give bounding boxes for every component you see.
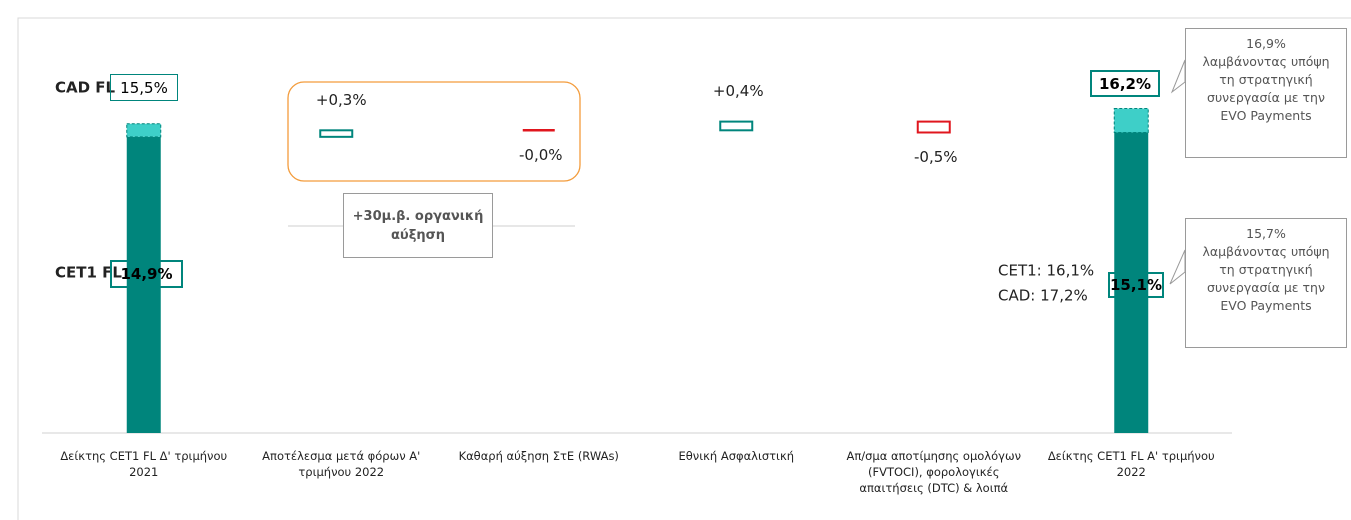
value-label: 14,9% (110, 260, 183, 288)
value-label: 15,1% (1108, 272, 1164, 298)
bar-cad (1113, 108, 1149, 133)
delta-label: -0,0% (519, 146, 563, 164)
callout: 15,7% λαμβάνοντας υπόψη τη στρατηγική συ… (1185, 218, 1347, 348)
callout-text: λαμβάνοντας υπόψη τη στρατηγική συνεργασ… (1202, 244, 1330, 313)
highlight-box (287, 81, 581, 182)
series-label: CET1 FL (55, 264, 122, 282)
annotation-box: +30μ.β. οργανική αύξηση (343, 193, 493, 258)
delta-bar (319, 129, 354, 138)
annotation: CET1: 16,1% (998, 262, 1094, 280)
delta-label: -0,5% (914, 148, 958, 166)
callout-pointer (1169, 249, 1186, 285)
x-tick-label: Αποτέλεσμα μετά φόρων Α' τριμήνου 2022 (262, 449, 421, 479)
callout-value: 16,9% (1246, 36, 1286, 51)
x-tick-label: Δείκτης CET1 FL Δ' τριμήνου 2021 (60, 449, 228, 479)
callout-text: λαμβάνοντας υπόψη τη στρατηγική συνεργασ… (1202, 54, 1330, 123)
value-label: 15,5% (110, 74, 178, 101)
x-tick-label: Απ/σμα αποτίμησης ομολόγων (FVTOCI), φορ… (846, 449, 1022, 495)
callout-value: 15,7% (1246, 226, 1286, 241)
x-tick-label: Εθνική Ασφαλιστική (678, 449, 795, 463)
annotation: CAD: 17,2% (998, 287, 1088, 305)
callout: 16,9% λαμβάνοντας υπόψη τη στρατηγική συ… (1185, 28, 1347, 158)
delta-bar (719, 120, 754, 132)
delta-label: +0,4% (713, 82, 764, 100)
value-label: 16,2% (1090, 70, 1160, 97)
bar-cad (126, 123, 162, 138)
series-label: CAD FL (55, 79, 116, 97)
delta-bar (916, 120, 951, 134)
x-tick-label: Δείκτης CET1 FL Α' τριμήνου 2022 (1047, 449, 1215, 479)
x-tick-label: Καθαρή αύξηση ΣτΕ (RWAs) (458, 449, 619, 463)
slide-frame (17, 17, 1351, 520)
delta-label: +0,3% (316, 91, 367, 109)
bar (126, 136, 161, 433)
bar (1114, 132, 1149, 433)
callout-pointer (1170, 59, 1186, 94)
